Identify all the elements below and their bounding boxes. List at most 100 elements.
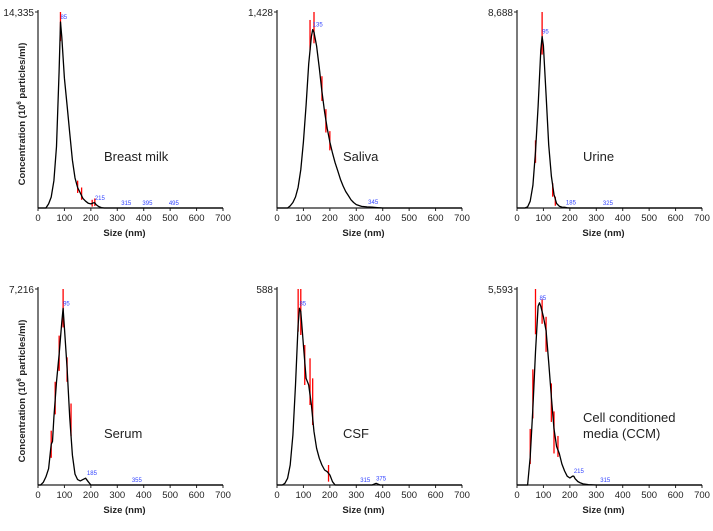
distribution-curve [517,35,702,209]
x-axis-title: Size (nm) [582,228,624,239]
panel-title: CSF [343,426,369,441]
x-tick-label: 100 [56,213,72,224]
x-tick-label: 700 [694,213,710,224]
x-tick-label: 500 [162,490,178,501]
peak-label: 325 [603,201,614,207]
x-tick-label: 400 [615,213,631,224]
peak-label: 95 [542,30,549,36]
x-axis-title: Size (nm) [103,505,145,516]
peak-label: 315 [600,478,611,484]
x-tick-label: 0 [274,490,279,501]
peak-label: 345 [368,200,379,206]
peak-label: 85 [60,15,67,21]
x-tick-label: 300 [109,490,125,501]
peak-label: 85 [299,301,306,307]
panel-csf: 588 0 100 200 300 400 500 600 700 Size (nm) 85 315 3… [256,285,470,516]
panel-title: Breast milk [104,149,169,164]
x-tick-label: 600 [668,213,684,224]
distribution-curve [517,302,702,486]
x-axis-title: Size (nm) [342,228,384,239]
x-tick-label: 300 [348,490,364,501]
x-tick-label: 400 [375,490,391,501]
peak-label: 95 [63,301,70,307]
x-tick-label: 0 [274,213,279,224]
y-max-label: 1,428 [248,8,273,19]
x-tick-label: 0 [35,213,40,224]
panel-title: Urine [583,149,614,164]
distribution-curve [38,21,223,209]
panel-title: Serum [104,426,142,441]
y-max-label: 14,335 [3,8,34,19]
peak-label: 185 [87,471,98,477]
y-max-label: 8,688 [488,8,513,19]
peak-label: 315 [360,478,371,484]
panel-title: Cell conditioned media (CCM) [583,410,676,441]
x-tick-label: 600 [668,490,684,501]
x-axis-title: Size (nm) [103,228,145,239]
x-tick-label: 700 [454,213,470,224]
panel-serum: 7,216 0 100 200 300 400 500 600 700 Size (nm) Conc… [9,285,231,516]
x-tick-label: 200 [83,213,99,224]
panel-title: Saliva [343,149,379,164]
x-tick-label: 500 [401,490,417,501]
distribution-curve [277,307,462,486]
x-tick-label: 400 [136,490,152,501]
peak-label: 215 [95,196,106,202]
peak-label: 395 [142,201,153,207]
x-tick-label: 100 [535,490,551,501]
panel-cell-conditioned: 5,593 0 100 200 300 400 500 600 700 Size (nm) 85 21… [488,285,710,516]
x-tick-label: 0 [514,213,519,224]
x-axis-title: Size (nm) [342,505,384,516]
x-tick-label: 100 [535,213,551,224]
x-tick-label: 700 [454,490,470,501]
x-tick-label: 200 [322,490,338,501]
x-tick-label: 600 [428,490,444,501]
x-tick-label: 0 [35,490,40,501]
x-tick-label: 300 [588,490,604,501]
y-axis-title: Concentration (106 particles/ml) [17,43,28,186]
x-tick-label: 400 [136,213,152,224]
peak-label: 375 [376,476,387,482]
y-max-label: 588 [256,285,273,296]
peak-label: 315 [121,201,132,207]
x-tick-label: 500 [401,213,417,224]
peak-label: 85 [539,296,546,302]
x-tick-label: 100 [295,490,311,501]
x-tick-label: 300 [348,213,364,224]
panel-breast-milk: 14,335 0 100 200 300 400 500 600 700 Size (nm) Con… [3,8,231,239]
x-tick-label: 700 [215,490,231,501]
x-tick-label: 500 [641,213,657,224]
x-tick-label: 300 [109,213,125,224]
x-tick-label: 200 [83,490,99,501]
panel-urine: 8,688 0 100 200 300 400 500 600 700 Size (nm) 95 18… [488,8,710,239]
peak-label: 215 [574,469,585,475]
x-tick-label: 200 [322,213,338,224]
x-tick-label: 200 [562,213,578,224]
y-axis-title: Concentration (106 particles/ml) [17,320,28,463]
peak-label: 495 [169,201,180,207]
x-tick-label: 100 [295,213,311,224]
x-tick-label: 700 [215,213,231,224]
x-tick-label: 500 [162,213,178,224]
x-tick-label: 400 [375,213,391,224]
x-tick-label: 500 [641,490,657,501]
x-tick-label: 200 [562,490,578,501]
panel-saliva: 1,428 0 100 200 300 400 500 600 700 Size (nm) 135 3… [248,8,470,239]
x-tick-label: 300 [588,213,604,224]
y-max-label: 7,216 [9,285,34,296]
peak-label: 355 [132,478,143,484]
x-tick-label: 600 [428,213,444,224]
x-tick-label: 0 [514,490,519,501]
x-tick-label: 700 [694,490,710,501]
y-max-label: 5,593 [488,285,513,296]
distribution-curve [277,28,462,209]
peak-label: 185 [566,200,577,206]
peak-label: 135 [313,23,324,29]
x-axis-title: Size (nm) [582,505,624,516]
x-tick-label: 600 [189,490,205,501]
x-tick-label: 100 [56,490,72,501]
distribution-curve [38,307,223,486]
x-tick-label: 600 [189,213,205,224]
x-tick-label: 400 [615,490,631,501]
